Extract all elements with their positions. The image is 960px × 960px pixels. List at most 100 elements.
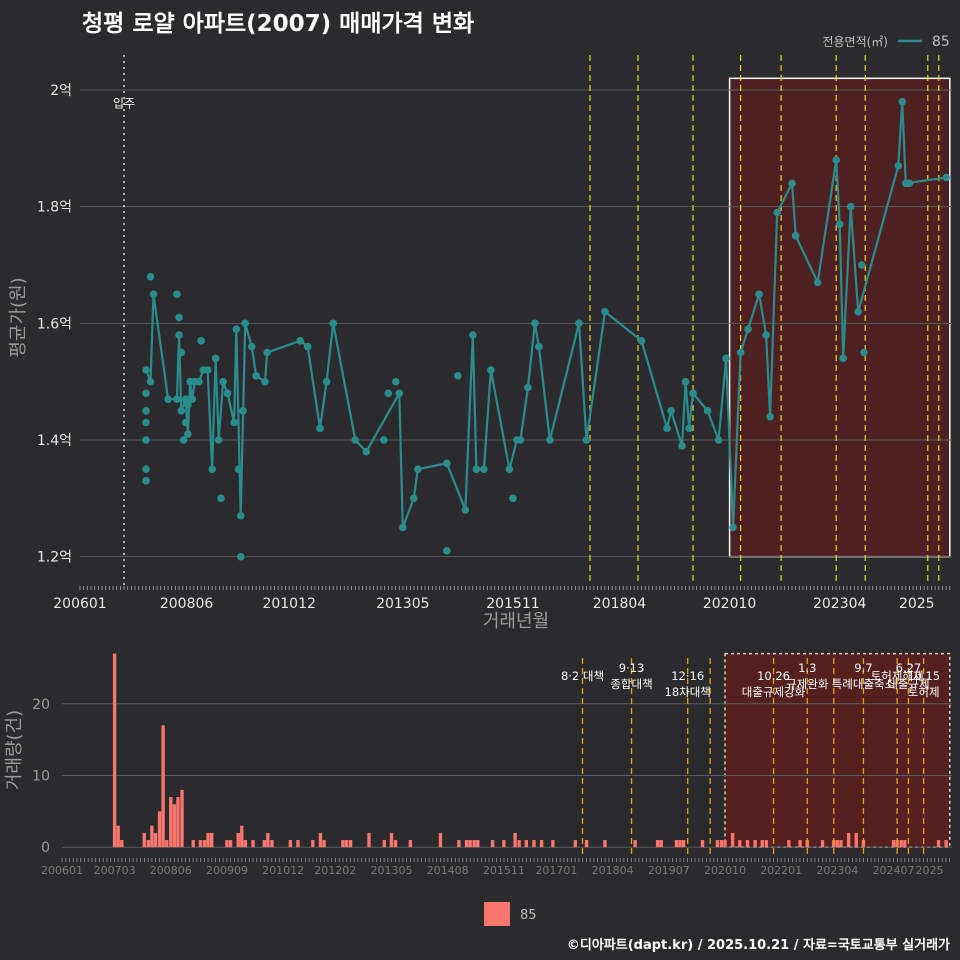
highlight-box-bottom <box>724 652 951 848</box>
volume-bar <box>944 840 948 848</box>
price-point <box>846 202 855 211</box>
volume-bar <box>457 840 461 848</box>
volume-bar <box>389 832 394 848</box>
volume-bar <box>251 840 255 848</box>
x-tick-label: 200806 <box>160 596 214 612</box>
x-tick-label-volume: 201701 <box>535 864 577 877</box>
price-point <box>454 372 462 380</box>
volume-bar <box>236 832 240 848</box>
volume-bar <box>700 840 705 848</box>
y-axis-label-volume: 거래량(건) <box>4 710 25 790</box>
volume-bar <box>820 840 825 848</box>
price-point <box>703 407 712 415</box>
volume-bar <box>468 840 472 848</box>
x-tick-label-volume: 2025 <box>916 864 944 877</box>
volume-bar <box>296 840 300 848</box>
x-tick-label-volume: 200601 <box>41 864 83 877</box>
x-tick-label: 201804 <box>593 596 647 612</box>
price-point <box>173 290 181 298</box>
y-tick-label: 1.2억 <box>37 550 72 566</box>
price-point <box>303 342 312 351</box>
volume-bar <box>191 840 195 848</box>
x-tick-label: 200601 <box>53 596 106 612</box>
price-point <box>252 372 260 380</box>
price-point <box>236 552 245 561</box>
price-point <box>714 436 723 444</box>
volume-bar <box>674 840 679 848</box>
x-tick-label-volume: 200806 <box>150 864 192 877</box>
volume-bar <box>539 840 544 848</box>
x-tick-label-volume: 202407 <box>873 864 915 877</box>
legend-title: 전용면적(㎡) <box>822 35 888 49</box>
price-point <box>689 389 697 398</box>
volume-bar <box>723 840 727 848</box>
volume-bar <box>180 789 184 848</box>
price-point <box>142 407 150 415</box>
volume-bar <box>846 832 851 848</box>
price-point <box>223 389 232 398</box>
volume-bar <box>198 840 203 848</box>
y-tick-label: 2억 <box>50 83 72 99</box>
volume-bar <box>169 797 173 848</box>
volume-bar <box>719 840 724 848</box>
price-point <box>296 337 305 345</box>
volume-bar <box>266 832 270 848</box>
price-point <box>663 424 671 433</box>
x-tick-label-volume: 201012 <box>262 864 304 877</box>
policy-label: 6.27 <box>896 661 922 675</box>
y-tick-label-volume: 0 <box>41 840 50 856</box>
volume-bar <box>464 840 469 848</box>
price-point <box>173 395 181 403</box>
volume-bar <box>408 840 413 848</box>
price-point <box>175 313 183 322</box>
volume-bar <box>150 825 154 848</box>
price-point <box>142 418 150 427</box>
price-point <box>582 436 591 444</box>
price-point <box>575 319 583 328</box>
volume-bar <box>476 840 480 848</box>
y-tick-label-volume: 10 <box>32 769 50 785</box>
volume-bar <box>936 840 941 848</box>
volume-bar <box>633 840 637 848</box>
price-point <box>509 494 517 503</box>
volume-bar <box>202 840 207 848</box>
volume-bar <box>753 840 757 848</box>
price-point <box>762 331 770 339</box>
price-point <box>535 342 543 351</box>
volume-bar <box>172 804 177 848</box>
policy-label: 9.7 <box>854 661 872 675</box>
price-point <box>813 278 822 287</box>
volume-bar <box>116 825 120 848</box>
policy-label: 종합대책 <box>610 677 652 691</box>
price-point <box>722 354 730 363</box>
price-point <box>322 377 331 386</box>
policy-label: 18차대책 <box>665 685 711 699</box>
price-point <box>181 418 190 427</box>
price-point <box>203 366 212 374</box>
price-point <box>854 307 862 316</box>
volume-bar <box>760 840 764 848</box>
volume-bar <box>165 840 169 848</box>
policy-label: 12·16 <box>671 669 704 683</box>
volume-bar <box>311 840 315 848</box>
volume-bar <box>659 840 663 848</box>
volume-bar <box>551 840 555 848</box>
x-tick-label-volume: 202304 <box>816 864 858 877</box>
price-point <box>413 465 422 473</box>
x-tick-label-volume: 201408 <box>427 864 469 877</box>
volume-bar <box>146 840 150 848</box>
price-point <box>894 162 903 170</box>
volume-bar <box>513 832 517 848</box>
volume-bar <box>764 840 769 848</box>
price-point <box>391 377 400 386</box>
move-in-label: 입주 <box>113 97 135 111</box>
volume-bar <box>348 840 353 848</box>
price-point <box>832 156 840 164</box>
volume-bar <box>322 840 326 848</box>
price-point <box>685 424 693 433</box>
policy-label: 대출규제 <box>887 677 929 691</box>
price-point <box>546 436 554 444</box>
price-point <box>261 377 269 386</box>
price-point <box>480 465 488 473</box>
price-point <box>788 179 796 188</box>
